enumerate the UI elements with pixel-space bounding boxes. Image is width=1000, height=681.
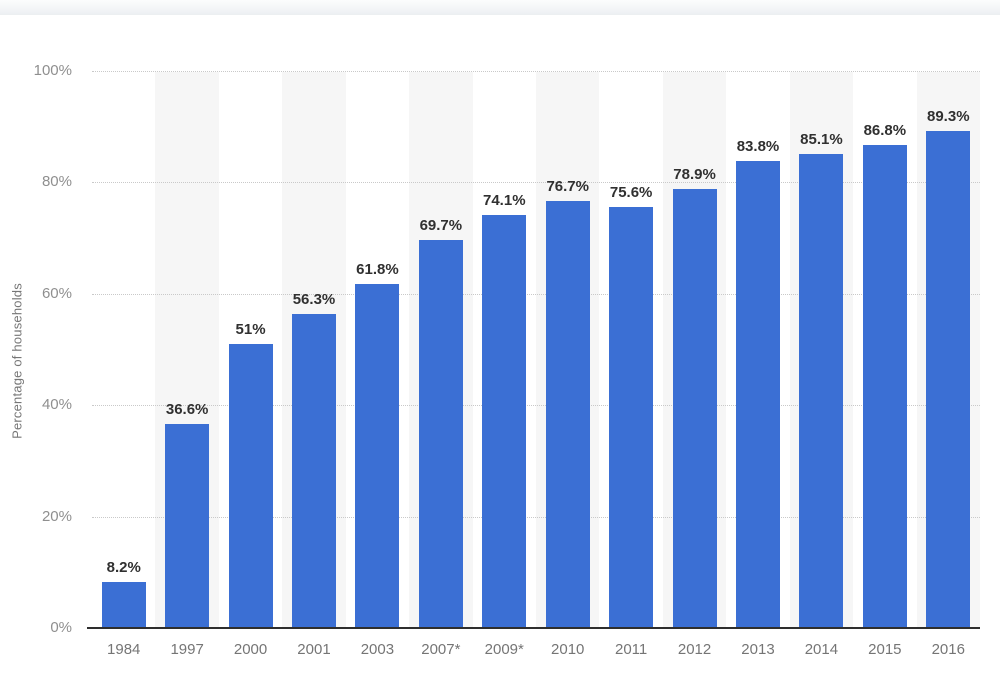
x-tick-label: 2010 [551,641,585,658]
bar-2003[interactable] [355,283,400,628]
gridline [92,182,980,184]
bar-2014[interactable] [799,154,844,628]
bar-2016[interactable] [926,130,971,628]
bar-2007*[interactable] [418,239,463,628]
bar-value-label: 61.8% [356,260,399,278]
bar-value-label: 74.1% [483,192,526,210]
bar-chart-plot-area: 0% 20% 40% 60% 80% 100% 8.2% 1984 36.6% 1997 51% 20… [34,62,980,658]
bar-2010[interactable] [545,200,590,628]
bar-value-label: 36.6% [165,401,209,419]
x-tick-label: 2009* [484,641,524,658]
bar-1984[interactable] [101,582,146,628]
y-tick-label: 60% [41,284,72,302]
y-tick-label: 40% [41,396,72,414]
header-strip [0,0,1000,15]
y-tick-label: 80% [41,173,72,191]
x-tick-label: 2001 [297,641,331,658]
y-tick-label: 100% [33,62,72,79]
gridline [92,516,980,518]
bar-2011[interactable] [609,206,654,628]
x-tick-label: 1997 [170,641,204,658]
x-tick-label: 1984 [107,641,141,658]
bar-value-label: 83.8% [736,138,780,156]
bar-value-label: 78.9% [673,165,716,183]
gridline [92,293,980,295]
bar-2015[interactable] [862,144,907,628]
x-tick-label: 2003 [360,641,395,658]
y-tick-label: 20% [41,507,72,525]
bar-2012[interactable] [672,188,717,628]
x-tick-label: 2000 [233,641,268,658]
bar-2009*[interactable] [482,215,527,628]
bar-value-label: 75.6% [609,183,653,201]
bar-2001[interactable] [292,314,336,628]
x-tick-label: 2014 [804,641,839,658]
bar-2000[interactable] [228,343,273,628]
bar-value-label: 8.2% [106,559,141,577]
x-tick-label: 2015 [868,641,902,658]
x-tick-label: 2011 [615,641,648,658]
bar-value-label: 51% [235,320,266,338]
bar-value-label: 56.3% [292,291,336,309]
x-tick-label: 2016 [931,641,965,658]
bar-value-label: 85.1% [800,131,843,148]
y-axis-title: Percentage of households [9,283,25,439]
x-tick-label: 2007* [421,641,461,658]
x-tick-label: 2012 [677,641,712,658]
y-tick-label: 0% [50,619,72,636]
bar-value-label: 76.7% [546,177,589,195]
bar-value-label: 89.3% [927,107,970,125]
bar-value-label: 69.7% [419,216,463,234]
x-axis-baseline [87,627,980,629]
bar-1997[interactable] [165,424,210,628]
x-tick-label: 2013 [741,641,775,658]
gridline [92,71,980,72]
bar-value-label: 86.8% [863,121,907,139]
bar-2013[interactable] [736,161,780,628]
gridline [92,405,980,407]
